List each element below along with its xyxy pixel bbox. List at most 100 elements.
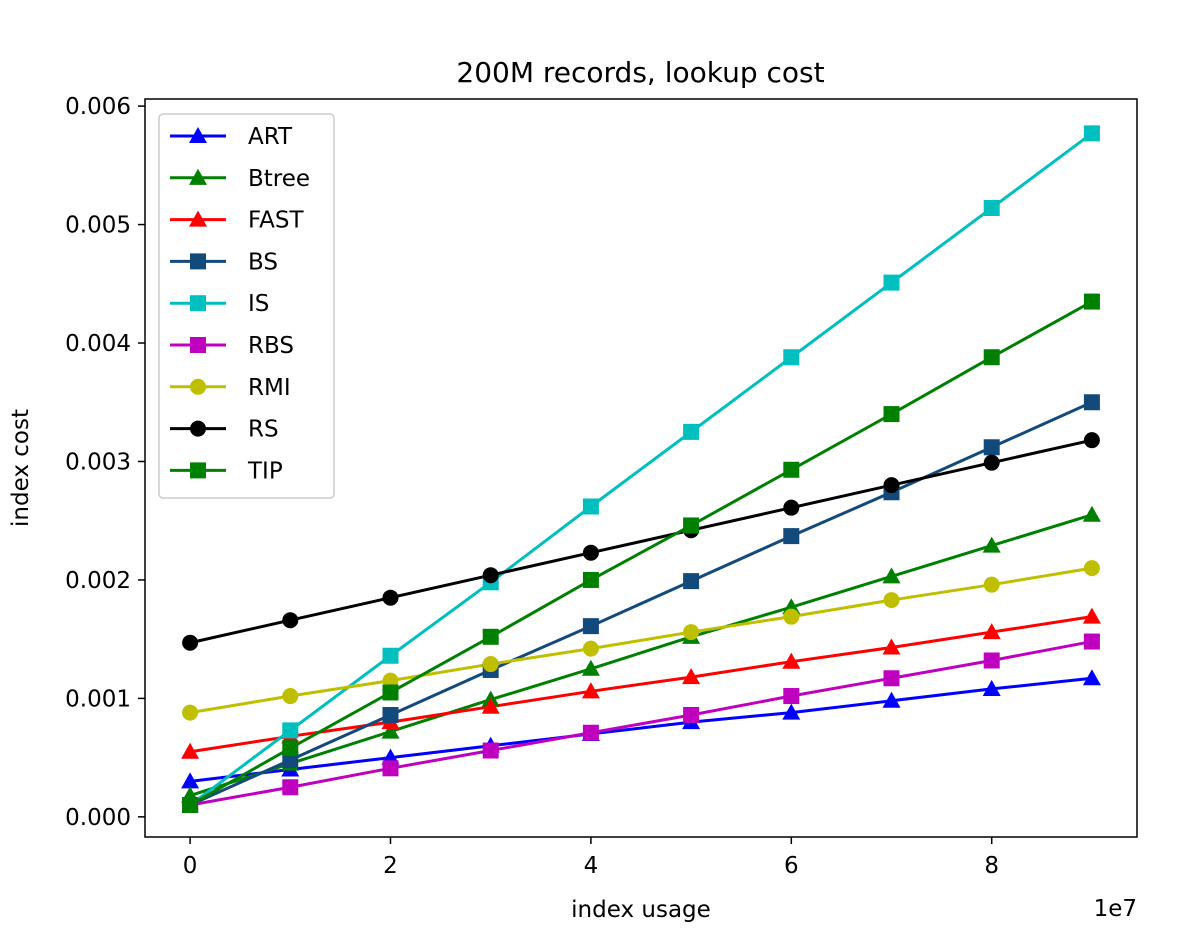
data-point-bs bbox=[983, 439, 1000, 456]
data-point-rbs bbox=[983, 652, 1000, 669]
data-point-fast bbox=[481, 697, 500, 714]
data-point-rs bbox=[783, 499, 800, 516]
data-point-rs bbox=[482, 567, 499, 584]
x-tick-label: 8 bbox=[984, 853, 999, 879]
x-axis-offset-label: 1e7 bbox=[1094, 896, 1137, 922]
data-point-is bbox=[282, 722, 299, 739]
series-line-rmi bbox=[189, 566, 1093, 715]
plot-frame bbox=[144, 98, 1138, 838]
y-tick-label: 0.003 bbox=[65, 449, 131, 475]
legend-marker-rbs bbox=[190, 337, 206, 353]
data-point-is bbox=[1083, 125, 1100, 142]
data-point-is bbox=[582, 498, 599, 515]
data-point-rs bbox=[382, 589, 399, 606]
data-point-rmi bbox=[582, 640, 599, 657]
data-point-rmi bbox=[983, 576, 1000, 593]
data-point-rbs bbox=[582, 724, 599, 741]
legend-marker-is bbox=[190, 295, 206, 312]
data-point-rbs bbox=[482, 742, 499, 759]
legend-marker-bs bbox=[190, 253, 206, 270]
legend-marker-tip bbox=[190, 462, 206, 479]
series-line-bs bbox=[189, 400, 1093, 807]
data-point-tip bbox=[282, 740, 299, 757]
data-point-tip bbox=[1083, 293, 1100, 310]
data-point-is bbox=[783, 349, 800, 366]
series-line-rbs bbox=[189, 640, 1093, 807]
data-point-rs bbox=[582, 544, 599, 561]
data-point-fast bbox=[682, 668, 701, 685]
x-tick-label: 2 bbox=[383, 853, 398, 879]
legend-label-btree: Btree bbox=[248, 166, 310, 192]
data-point-rmi bbox=[282, 688, 299, 705]
x-tick-label: 6 bbox=[784, 853, 799, 879]
x-tick-label: 0 bbox=[183, 853, 198, 879]
data-point-rs bbox=[182, 634, 199, 651]
data-point-is bbox=[683, 423, 700, 440]
legend-box bbox=[158, 113, 335, 499]
data-point-bs bbox=[783, 528, 800, 545]
data-point-fast bbox=[782, 652, 801, 669]
data-point-rmi bbox=[783, 608, 800, 625]
data-point-rbs bbox=[382, 760, 399, 777]
data-point-fast bbox=[181, 742, 200, 759]
legend-label-rs: RS bbox=[248, 417, 279, 443]
data-point-btree bbox=[1082, 505, 1101, 522]
data-point-rmi bbox=[1083, 560, 1100, 577]
data-point-fast bbox=[882, 638, 901, 655]
data-point-rs bbox=[282, 612, 299, 629]
y-axis: 0.000 0.001 0.002 0.003 0.004 0.005 0.006 bbox=[65, 94, 145, 831]
legend: ART Btree FAST BS IS RBS RMI RS TIP bbox=[158, 113, 335, 499]
data-point-bs bbox=[582, 618, 599, 635]
legend-label-art: ART bbox=[248, 124, 293, 150]
data-point-bs bbox=[1083, 394, 1100, 411]
data-point-art bbox=[181, 772, 200, 789]
data-point-rmi bbox=[482, 656, 499, 673]
data-point-tip bbox=[582, 571, 599, 588]
data-point-tip bbox=[783, 461, 800, 478]
legend-marker-rs bbox=[190, 420, 206, 437]
y-tick-label: 0.001 bbox=[65, 686, 131, 712]
legend-marker-btree bbox=[189, 168, 207, 185]
data-point-rmi bbox=[683, 624, 700, 641]
data-point-fast bbox=[581, 682, 600, 699]
legend-label-fast: FAST bbox=[248, 208, 304, 234]
data-point-tip bbox=[182, 797, 199, 814]
data-point-bs bbox=[382, 706, 399, 723]
data-point-art bbox=[1082, 669, 1101, 686]
data-point-rbs bbox=[883, 670, 900, 687]
y-tick-label: 0.005 bbox=[65, 213, 131, 239]
y-tick-label: 0.004 bbox=[65, 331, 131, 357]
series-line-tip bbox=[189, 300, 1093, 807]
legend-label-bs: BS bbox=[248, 249, 278, 275]
data-point-rmi bbox=[883, 592, 900, 609]
data-point-rbs bbox=[1083, 633, 1100, 650]
y-tick-label: 0.006 bbox=[65, 94, 131, 120]
series-line-art bbox=[189, 676, 1093, 783]
data-point-is bbox=[382, 647, 399, 664]
series-line-fast bbox=[189, 615, 1093, 754]
legend-marker-fast bbox=[189, 210, 207, 227]
series-line-rs bbox=[189, 438, 1093, 645]
data-point-rbs bbox=[683, 706, 700, 723]
data-point-btree bbox=[381, 722, 400, 739]
series-markers bbox=[181, 125, 1101, 814]
data-point-tip bbox=[482, 628, 499, 645]
data-point-rs bbox=[883, 477, 900, 494]
data-point-art bbox=[882, 691, 901, 708]
legend-label-rbs: RBS bbox=[248, 333, 294, 359]
legend-label-tip: TIP bbox=[247, 458, 283, 484]
data-point-is bbox=[883, 274, 900, 291]
data-point-tip bbox=[683, 517, 700, 534]
x-axis-label: index usage bbox=[571, 897, 711, 923]
legend-label-rmi: RMI bbox=[248, 375, 291, 401]
y-tick-label: 0.002 bbox=[65, 568, 131, 594]
series-line-btree bbox=[189, 513, 1093, 797]
series-lines bbox=[189, 132, 1093, 807]
data-point-rmi bbox=[182, 704, 199, 721]
legend-label-is: IS bbox=[248, 291, 269, 317]
y-tick-label: 0.000 bbox=[65, 805, 131, 831]
data-point-tip bbox=[883, 406, 900, 423]
data-point-art bbox=[982, 679, 1001, 696]
data-point-btree bbox=[581, 659, 600, 676]
